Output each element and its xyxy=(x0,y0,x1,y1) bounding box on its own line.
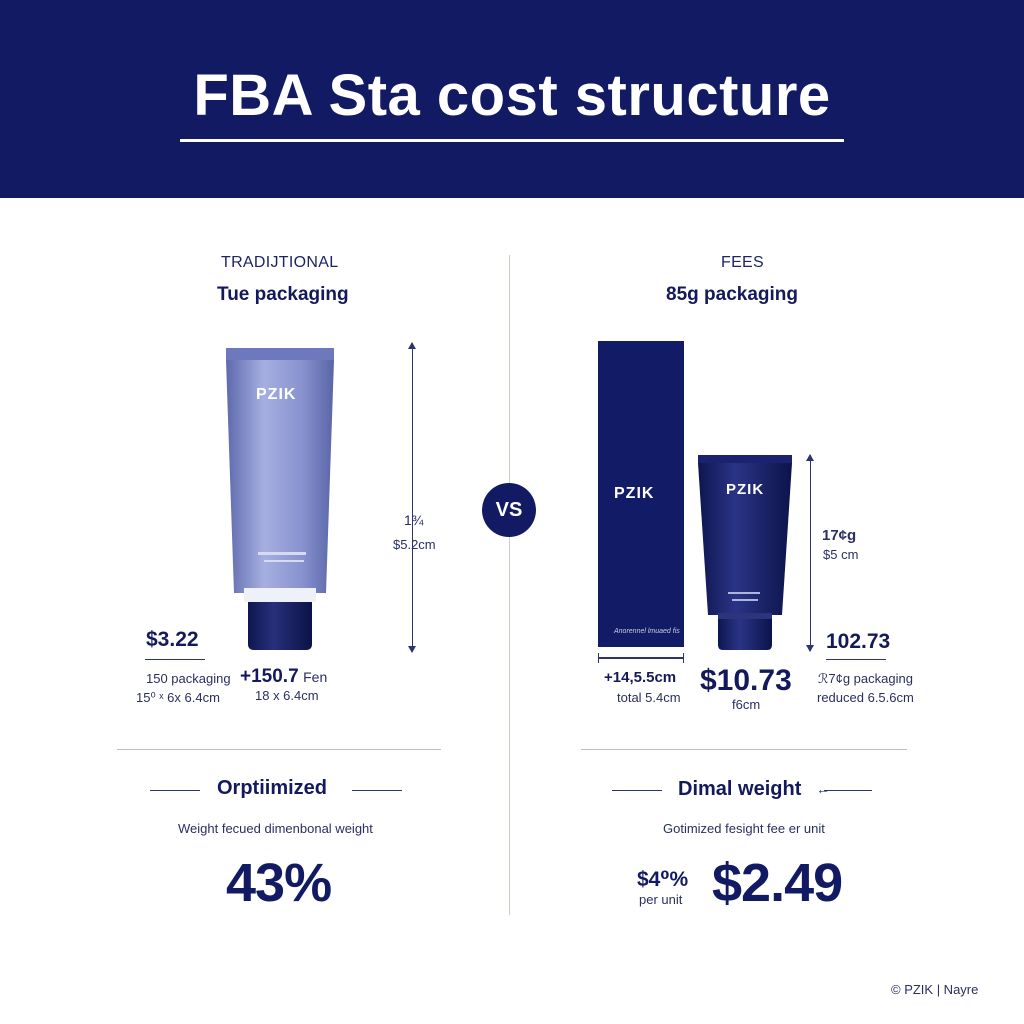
right-box-width-bar xyxy=(598,653,684,663)
right-box-dim: +14,5.5cm xyxy=(604,669,677,686)
left-tube-brand: PZIK xyxy=(256,386,297,403)
left-fee-value: +150.7 xyxy=(240,666,299,687)
right-section-title: Dimal weight xyxy=(678,778,802,800)
right-height-arrow xyxy=(806,454,814,652)
right-tube-fineprint-2 xyxy=(732,599,758,601)
right-product-tube: PZIK xyxy=(698,455,792,650)
left-tube-fineprint-2 xyxy=(264,560,304,562)
page-title: FBA Sta cost structure xyxy=(193,63,831,128)
right-center-note: f6cm xyxy=(732,697,761,712)
footer-credit: © PZIK | Nayre xyxy=(891,982,979,997)
left-title-line-right xyxy=(352,790,402,791)
left-price-underline xyxy=(145,659,205,660)
right-weight-note-2: reduced 6.5.6cm xyxy=(817,690,914,705)
right-title-line-right xyxy=(824,790,872,791)
right-small-value: $4⁰% xyxy=(637,868,689,891)
left-price-note-2: 15⁰ ˣ 6x 6.4cm xyxy=(136,690,220,705)
center-divider xyxy=(509,255,510,915)
left-section-title: Orptiimized xyxy=(217,777,328,799)
left-fee-dim: 18 x 6.4cm xyxy=(255,688,319,703)
right-tube-fineprint xyxy=(728,592,760,594)
left-fee-suffix: Fen xyxy=(303,669,328,685)
left-price: $3.22 xyxy=(146,628,199,651)
right-tube-brand: PZIK xyxy=(726,481,765,498)
left-height-dim: $5.2cm xyxy=(393,537,436,552)
right-box-fineprint: Anorennel lmuaed fis xyxy=(614,628,680,635)
left-tube-fineprint xyxy=(258,552,306,555)
right-product-box: PZIK Anorennel lmuaed fis xyxy=(598,341,684,647)
right-small-value-note: per unit xyxy=(639,892,683,907)
left-height-label: 1¾ xyxy=(404,512,424,528)
right-big-value: $2.49 xyxy=(712,853,843,913)
left-price-note-1: 150 packaging xyxy=(146,671,231,686)
left-product-tube: PZIK xyxy=(226,348,334,650)
left-caption: Weight fecued dimenbonal weight xyxy=(178,821,373,836)
right-section-rule xyxy=(581,749,907,750)
vs-badge: VS xyxy=(482,483,536,537)
left-kicker: TRADIJTIONAL xyxy=(221,254,339,271)
left-height-arrow xyxy=(408,342,416,653)
left-title-line-left xyxy=(150,790,200,791)
right-weight: 102.73 xyxy=(826,630,891,653)
right-box-brand: PZIK xyxy=(614,485,655,502)
right-title-arrow-icon: ← xyxy=(816,781,830,797)
right-subhead: 85g packaging xyxy=(666,284,798,305)
right-title-line-left xyxy=(612,790,662,791)
right-height-label: 17¢g xyxy=(822,527,857,544)
header-banner: FBA Sta cost structure xyxy=(0,0,1024,198)
right-weight-underline xyxy=(826,659,886,660)
right-height-dim: $5 cm xyxy=(823,547,859,562)
left-fee: +150.7 Fen xyxy=(240,666,327,688)
right-kicker: FEES xyxy=(721,254,764,271)
left-big-value: 43% xyxy=(226,853,332,913)
right-weight-note-1: ℛ7¢g packaging xyxy=(818,671,913,686)
right-center-price: $10.73 xyxy=(700,664,792,697)
left-subhead: Tue packaging xyxy=(217,284,349,305)
right-caption: Gotimized fesight fee er unit xyxy=(663,821,825,836)
left-section-rule xyxy=(117,749,441,750)
header-underline xyxy=(180,139,844,142)
right-box-dim-note: total 5.4cm xyxy=(617,690,681,705)
